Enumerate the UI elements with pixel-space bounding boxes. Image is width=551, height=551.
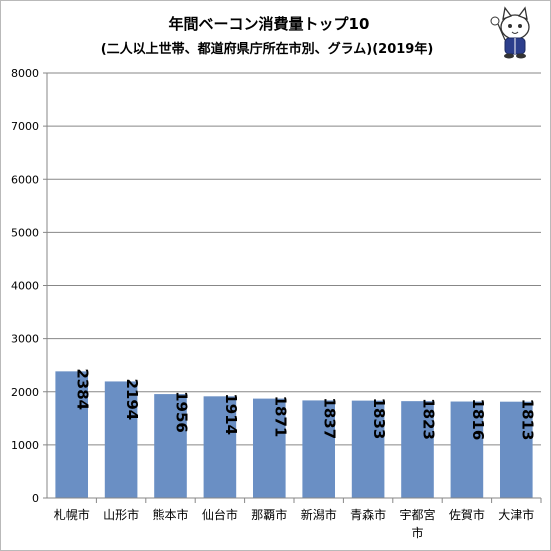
bar [104,381,138,498]
y-tick-label: 6000 [11,173,39,186]
x-category-label: 新潟市 [301,507,337,522]
bar-value-label: 1956 [173,391,191,433]
bar [401,401,434,498]
x-category-label: 仙台市 [202,507,238,522]
bar-value-label: 1813 [518,399,536,441]
x-category-label: 札幌市 [54,507,90,522]
y-tick-label: 4000 [11,280,39,293]
x-category-label: 那覇市 [251,507,287,522]
cat-mascot-icon [490,6,530,59]
y-tick-label: 2000 [11,386,39,399]
y-tick-label: 5000 [11,226,39,239]
y-tick-label: 0 [32,492,39,505]
x-category-label: 山形市 [103,507,139,522]
y-tick-label: 3000 [11,333,39,346]
chart-subtitle: (二人以上世帯、都道府県庁所在市別、グラム)(2019年) [101,41,434,57]
y-tick-label: 1000 [11,439,39,452]
bar-value-label: 1914 [222,393,240,435]
bar-value-label: 1816 [469,399,487,441]
bar-value-label: 2384 [74,368,92,410]
bar [302,400,336,498]
x-category-label: 大津市 [498,507,534,522]
x-category-label: 宇都宮市 [399,507,435,540]
bar [203,396,237,498]
bar-value-label: 1833 [370,398,388,440]
bar [499,401,533,498]
bar-value-label: 1823 [420,398,438,440]
x-category-label: 青森市 [350,507,386,522]
x-category-label: 佐賀市 [449,507,485,522]
chart-title: 年間ベーコン消費量トップ10 [169,15,370,33]
bar [252,398,286,498]
bar [154,394,187,498]
y-tick-label: 8000 [11,67,39,80]
bar-value-label: 2194 [123,378,141,420]
bar-value-label: 1837 [321,397,339,439]
bar-value-label: 1871 [271,396,289,438]
bar [450,401,484,498]
x-category-label: 熊本市 [152,507,188,522]
y-tick-label: 7000 [11,120,39,133]
bar [351,400,385,498]
bar [55,371,89,498]
